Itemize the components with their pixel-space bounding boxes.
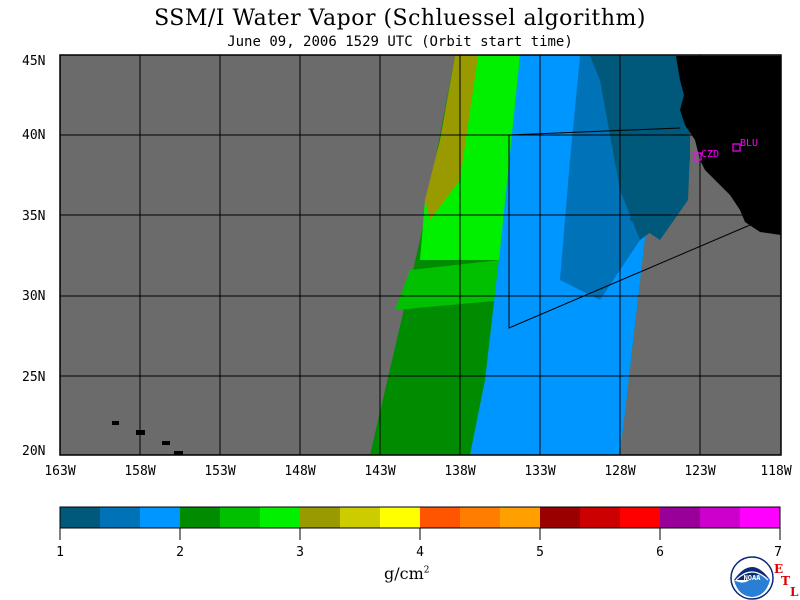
colorbar	[60, 507, 781, 528]
station-label-czd: CZD	[701, 149, 719, 160]
map-title: SSM/I Water Vapor (Schluessel algorithm)	[154, 6, 646, 31]
colorbar-swatch	[700, 507, 741, 528]
colorbar-swatch	[660, 507, 701, 528]
units-exponent: 2	[423, 565, 430, 576]
lon-label: 153W	[204, 464, 235, 479]
domain-line-top	[508, 127, 681, 136]
swath-mid-green	[395, 260, 505, 310]
colorbar-swatch	[340, 507, 381, 528]
etl-letter-t: T	[781, 574, 790, 588]
colorbar-tick-label: 3	[296, 545, 304, 560]
hawaii-island-kauai	[112, 421, 119, 425]
colorbar-swatch	[220, 507, 261, 528]
domain-line-sides	[508, 135, 751, 329]
swath-bright-green	[420, 56, 520, 260]
colorbar-swatch	[60, 507, 101, 528]
colorbar-tick-label: 2	[176, 545, 184, 560]
lon-label: 123W	[684, 464, 715, 479]
colorbar-swatch	[420, 507, 461, 528]
swath-dark-blue-2	[630, 150, 690, 240]
station-czd[interactable]: CZD	[693, 149, 719, 161]
station-marker-blu	[732, 143, 741, 152]
station-blu[interactable]: BLU	[732, 138, 758, 152]
lon-label: 133W	[524, 464, 555, 479]
colorbar-swatch	[460, 507, 501, 528]
noaa-logo-text: NOAA	[744, 574, 762, 582]
lon-label: 158W	[124, 464, 155, 479]
colorbar-ticks	[59, 528, 781, 540]
map-frame	[59, 54, 782, 456]
colorbar-tick-label: 5	[536, 545, 544, 560]
lat-label: 35N	[22, 209, 45, 224]
units-base: g/cm	[384, 564, 424, 583]
lat-label: 25N	[22, 370, 45, 385]
swath	[370, 56, 690, 455]
colorbar-swatch	[620, 507, 661, 528]
colorbar-tick-label: 4	[416, 545, 424, 560]
colorbar-swatch	[580, 507, 621, 528]
station-marker-czd	[693, 152, 702, 161]
colorbar-swatch	[140, 507, 181, 528]
colorbar-swatch	[100, 507, 141, 528]
etl-letter-e: E	[774, 562, 784, 576]
lon-label: 148W	[284, 464, 315, 479]
hawaii-island-maui	[162, 441, 170, 445]
lat-label: 30N	[22, 289, 45, 304]
station-label-blu: BLU	[740, 138, 758, 149]
map-subtitle: June 09, 2006 1529 UTC (Orbit start time…	[227, 34, 573, 50]
swath-olive	[425, 56, 478, 220]
colorbar-swatch	[180, 507, 221, 528]
lon-label: 138W	[444, 464, 475, 479]
colorbar-tick-label: 6	[656, 545, 664, 560]
lat-label: 20N	[22, 444, 45, 459]
colorbar-swatch	[740, 507, 781, 528]
colorbar-labels: 1 2 3 4 5 6 7	[56, 545, 782, 560]
california-land	[676, 56, 781, 235]
lon-label: 143W	[364, 464, 395, 479]
etl-letter-l: L	[790, 585, 799, 599]
colorbar-swatch	[500, 507, 541, 528]
colorbar-units: g/cm2	[384, 564, 430, 583]
colorbar-swatch	[540, 507, 581, 528]
map-grid	[60, 55, 781, 455]
colorbar-swatch	[300, 507, 341, 528]
colorbar-swatch	[380, 507, 421, 528]
lat-label: 45N	[22, 54, 45, 69]
lon-label: 118W	[760, 464, 791, 479]
latitude-labels: 45N 40N 35N 30N 25N 20N	[22, 54, 45, 459]
lon-label: 163W	[44, 464, 75, 479]
colorbar-swatch	[260, 507, 301, 528]
hawaii-island-big	[174, 451, 183, 455]
lat-label: 40N	[22, 128, 45, 143]
colorbar-tick-label: 7	[774, 545, 782, 560]
lon-label: 128W	[604, 464, 635, 479]
longitude-labels: 163W 158W 153W 148W 143W 138W 133W 128W …	[44, 464, 791, 479]
colorbar-tick-label: 1	[56, 545, 64, 560]
noaa-logo-icon: NOAA	[730, 556, 774, 600]
